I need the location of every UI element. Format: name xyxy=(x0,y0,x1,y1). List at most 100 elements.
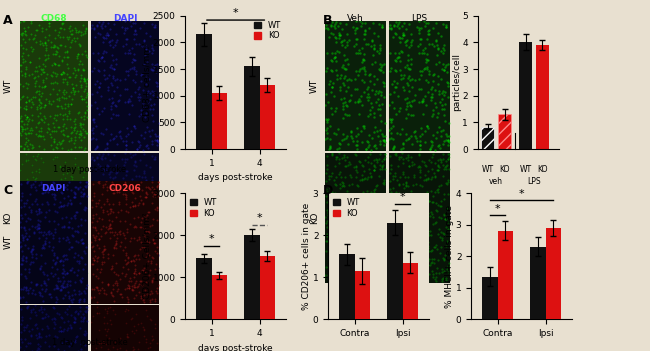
Point xyxy=(438,141,448,146)
Point xyxy=(22,115,32,120)
Point xyxy=(151,207,162,213)
Point xyxy=(147,254,157,260)
Point xyxy=(339,270,349,276)
Text: LPS: LPS xyxy=(527,177,541,186)
Point xyxy=(151,137,162,143)
Point xyxy=(70,250,81,256)
Point xyxy=(95,269,105,275)
Point xyxy=(394,50,404,55)
Point xyxy=(147,179,157,185)
Bar xyxy=(530,247,545,319)
Point xyxy=(64,295,75,301)
Point xyxy=(62,236,73,241)
Point xyxy=(439,112,449,118)
Point xyxy=(135,94,145,100)
Point xyxy=(420,94,430,99)
Point xyxy=(426,41,437,47)
Point xyxy=(443,179,453,184)
Point xyxy=(65,74,75,80)
Point xyxy=(145,106,155,112)
Point xyxy=(424,262,435,268)
Point xyxy=(80,28,90,34)
Point xyxy=(406,77,416,83)
Point xyxy=(327,112,337,117)
Point xyxy=(15,143,25,149)
Point xyxy=(94,237,104,242)
Point xyxy=(66,146,76,152)
Point xyxy=(67,299,77,305)
Point xyxy=(365,151,375,157)
Point xyxy=(439,118,450,124)
Point xyxy=(62,200,73,206)
Point xyxy=(108,307,118,313)
Point xyxy=(422,64,432,69)
Point xyxy=(148,278,158,284)
Point xyxy=(422,262,433,268)
Point xyxy=(87,199,98,205)
Point xyxy=(78,174,88,180)
Point xyxy=(368,208,378,214)
Point xyxy=(49,197,60,202)
Point xyxy=(378,205,389,211)
Bar xyxy=(482,277,498,319)
Point xyxy=(404,221,414,226)
Point xyxy=(111,112,121,117)
Point xyxy=(144,273,154,278)
X-axis label: days post-stroke: days post-stroke xyxy=(198,344,273,351)
Point xyxy=(134,200,144,206)
Point xyxy=(415,41,425,46)
Point xyxy=(420,139,430,145)
Point xyxy=(422,66,433,72)
Point xyxy=(69,140,79,146)
Point xyxy=(343,260,354,266)
Point xyxy=(151,211,161,216)
Point xyxy=(114,199,124,204)
Point xyxy=(62,234,72,240)
Point xyxy=(440,89,450,95)
Point xyxy=(24,189,34,195)
Point xyxy=(79,261,90,267)
Point xyxy=(141,205,151,211)
Text: DAPI: DAPI xyxy=(113,14,137,23)
Point xyxy=(390,152,400,157)
Point xyxy=(73,51,83,57)
Point xyxy=(146,67,156,72)
Point xyxy=(143,258,153,264)
Point xyxy=(88,249,99,254)
Point xyxy=(36,67,47,73)
Point xyxy=(24,204,34,210)
Point xyxy=(36,267,47,273)
Point xyxy=(50,350,60,351)
Point xyxy=(31,90,42,95)
Point xyxy=(142,125,152,130)
Point xyxy=(380,260,391,265)
Point xyxy=(339,229,350,234)
Point xyxy=(428,107,439,112)
Point xyxy=(127,286,138,292)
Point xyxy=(20,233,30,238)
Point xyxy=(378,163,388,168)
Point xyxy=(44,332,55,338)
Point xyxy=(141,177,151,183)
Point xyxy=(321,199,332,205)
Point xyxy=(108,243,118,248)
Point xyxy=(365,112,375,117)
Point xyxy=(322,166,333,171)
Point xyxy=(102,164,112,170)
Point xyxy=(357,59,367,65)
Point xyxy=(74,61,85,67)
Point xyxy=(52,186,62,191)
Point xyxy=(152,184,162,190)
Point xyxy=(134,281,144,287)
Point xyxy=(70,191,81,197)
Point xyxy=(81,94,91,99)
Point xyxy=(395,58,405,63)
Point xyxy=(365,72,376,77)
Point xyxy=(19,205,29,211)
Point xyxy=(331,221,341,227)
Point xyxy=(112,282,123,288)
Point xyxy=(333,171,344,177)
Point xyxy=(330,238,340,244)
Point xyxy=(17,118,27,124)
Point xyxy=(52,49,62,55)
